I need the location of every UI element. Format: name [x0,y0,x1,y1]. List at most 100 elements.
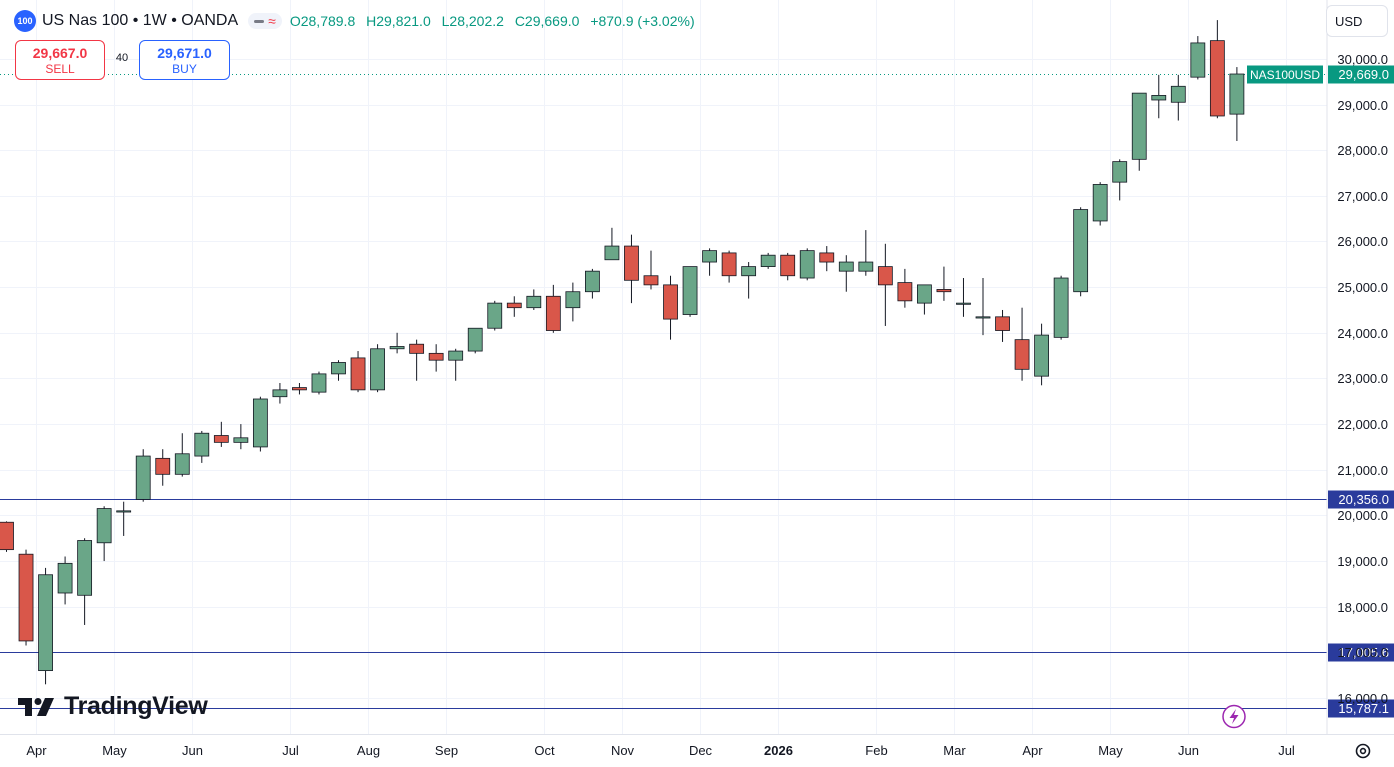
candle[interactable] [663,275,678,340]
candle[interactable] [389,332,405,354]
candle[interactable] [858,230,874,276]
candle[interactable] [760,252,776,269]
candle[interactable] [38,567,53,685]
candle[interactable] [643,250,659,290]
candle-body [604,245,620,261]
candle[interactable] [721,250,737,283]
candle[interactable] [565,282,581,322]
candle-body [0,521,14,551]
price-tick-label: 22,000.0 [1337,417,1388,432]
indicator-toggle[interactable]: ≈ [248,13,282,29]
candle[interactable] [1073,207,1089,297]
candle[interactable] [1034,323,1049,386]
candle[interactable] [1170,74,1186,121]
buy-button[interactable]: 29,671.0 BUY [139,40,230,80]
candle[interactable] [975,278,991,336]
buy-label: BUY [172,61,197,76]
candle-body [1229,73,1245,115]
candle[interactable] [897,268,913,308]
wave-icon: ≈ [268,13,276,29]
price-axis[interactable]: 16,000.0 17,000.0 18,000.0 19,000.0 20,000.0… [1337,52,1388,706]
candle[interactable] [370,344,385,393]
candle[interactable] [741,262,757,299]
candle-body [389,346,405,350]
candle-body [252,398,268,448]
ohlc-change: +870.9 (+3.02%) [590,13,695,29]
candle[interactable] [194,430,210,463]
price-tick-label: 23,000.0 [1337,371,1388,386]
candle[interactable] [409,339,425,381]
candle[interactable] [155,449,171,486]
candle[interactable] [57,556,73,605]
symbol-title[interactable]: US Nas 100 • 1W • OANDA [42,12,239,29]
horizontal-level-label: 20,356.0 [1338,492,1389,507]
candle[interactable] [1190,36,1206,80]
candle-body [663,284,678,320]
candle[interactable] [0,521,14,552]
sell-button[interactable]: 29,667.0 SELL [15,40,105,80]
candle[interactable] [819,246,835,272]
price-tick-label: 30,000.0 [1337,52,1388,67]
candle[interactable] [624,234,639,304]
candle-body [1112,161,1128,183]
current-price-tag [1328,65,1394,84]
candle-body [702,250,717,263]
candle[interactable] [1014,307,1030,381]
candle[interactable] [1151,74,1167,119]
candle-body [77,540,93,596]
candle[interactable] [252,396,268,452]
candle[interactable] [311,371,327,395]
candle[interactable] [877,243,893,326]
candle[interactable] [96,506,112,562]
currency-selector[interactable]: USD [1326,5,1388,37]
candle-body [1014,339,1030,370]
candle[interactable] [292,383,307,395]
candle[interactable] [604,227,620,261]
candle[interactable] [350,351,366,393]
candle[interactable] [116,501,132,536]
candle[interactable] [1229,67,1245,141]
candle[interactable] [936,266,952,301]
candle[interactable] [917,284,932,315]
candle[interactable] [272,383,288,404]
candle-body [760,254,776,268]
candle-body [467,327,483,352]
candle[interactable] [526,289,542,310]
ohlc-close: C29,669.0 [514,13,580,29]
price-tick-label: 21,000.0 [1337,463,1388,478]
candle[interactable] [135,449,151,502]
candle[interactable] [448,348,464,381]
chart-settings-button[interactable] [1352,740,1374,762]
candle[interactable] [428,344,444,372]
candle[interactable] [585,268,600,299]
candle[interactable] [1092,182,1108,226]
candle[interactable] [1209,20,1225,119]
candle[interactable] [233,424,249,450]
candle[interactable] [995,309,1010,342]
candle-body [585,270,600,293]
candle[interactable] [838,255,854,292]
candle[interactable] [545,284,561,333]
time-tick-label: Sep [435,743,458,758]
candle[interactable] [780,252,796,281]
candle[interactable] [1053,275,1069,340]
candle[interactable] [799,248,815,281]
candle[interactable] [1112,159,1128,201]
candle[interactable] [506,296,522,317]
candle[interactable] [77,538,93,625]
lightning-icon[interactable] [1222,704,1246,729]
candle[interactable] [174,433,190,477]
candle[interactable] [213,421,229,447]
candle[interactable] [331,360,346,381]
time-axis[interactable]: Apr May Jun Jul Aug Sep Oct Nov Dec 2026 Feb Mar Apr… [26,743,1295,758]
candle-body [350,357,366,391]
candle[interactable] [18,549,34,646]
candle[interactable] [487,300,503,331]
horizontal-level-tag [1328,699,1394,718]
candle[interactable] [467,327,483,354]
candle[interactable] [956,278,971,317]
candle[interactable] [1131,92,1147,171]
candle[interactable] [702,248,717,276]
candle[interactable] [682,266,698,317]
